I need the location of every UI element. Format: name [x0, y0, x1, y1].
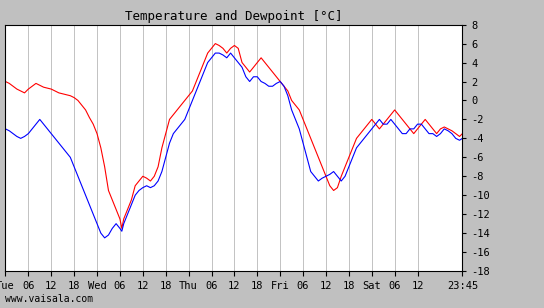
Title: Temperature and Dewpoint [°C]: Temperature and Dewpoint [°C] — [125, 10, 343, 23]
Text: www.vaisala.com: www.vaisala.com — [5, 294, 94, 304]
